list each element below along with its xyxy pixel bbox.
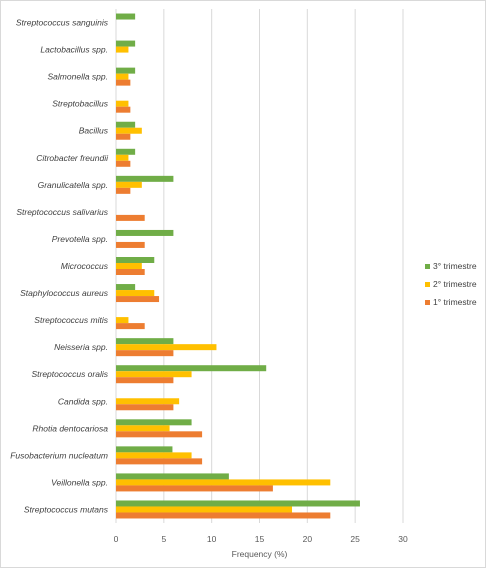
bars	[116, 13, 360, 519]
bar-1	[116, 365, 267, 372]
bar-2	[116, 73, 129, 80]
category-labels: Streptococcus sanguinis Lactobacillus spp…	[10, 18, 109, 515]
bar-3	[116, 187, 131, 194]
category-label: Streptococcus salivarius	[16, 207, 108, 217]
bar-1	[116, 229, 174, 236]
legend-label: 2° trimestre	[433, 279, 477, 289]
category-label: Streptococcus sanguinis	[16, 18, 109, 28]
bar-3	[116, 323, 145, 330]
bar-2	[116, 100, 129, 107]
bar-2	[116, 344, 217, 351]
bar-3	[116, 214, 145, 221]
bar-2	[116, 127, 142, 134]
bar-3	[116, 133, 131, 140]
bar-3	[116, 404, 174, 411]
bar-1	[116, 67, 136, 74]
x-axis-title: Frequency (%)	[232, 549, 288, 559]
bar-2	[116, 46, 129, 53]
bar-2	[116, 398, 180, 405]
category-label: Staphylococcus aureus	[20, 288, 109, 298]
bar-1	[116, 121, 136, 128]
x-tick-label: 25	[350, 534, 360, 544]
bar-2	[116, 479, 331, 486]
x-tick-label: 30	[398, 534, 408, 544]
bar-3	[116, 350, 174, 357]
bar-3	[116, 512, 331, 519]
bar-2	[116, 154, 129, 161]
gridlines	[115, 9, 404, 523]
category-label: Granulicatella spp.	[38, 180, 108, 190]
category-label: Fusobacterium nucleatum	[10, 450, 108, 460]
bar-1	[116, 500, 360, 507]
category-label: Micrococcus	[61, 261, 109, 271]
bar-1	[116, 446, 173, 453]
bar-1	[116, 13, 136, 20]
category-label: Lactobacillus spp.	[40, 45, 108, 55]
bar-3	[116, 106, 131, 113]
bar-1	[116, 473, 229, 480]
bar-3	[116, 458, 203, 465]
bar-3	[116, 296, 160, 303]
bar-2	[116, 452, 192, 459]
bar-1	[116, 257, 155, 263]
bar-2	[116, 290, 155, 297]
x-tick-label: 10	[207, 534, 217, 544]
bar-3	[116, 79, 131, 86]
bar-2	[116, 263, 142, 269]
category-label: Bacillus	[79, 126, 109, 136]
legend-label: 3° trimestre	[433, 261, 477, 271]
bar-3	[116, 377, 174, 384]
bar-2	[116, 317, 129, 324]
category-label: Citrobacter freundii	[36, 153, 109, 163]
bar-3	[116, 485, 273, 492]
legend-swatch	[425, 282, 430, 287]
bar-1	[116, 419, 192, 426]
bar-3	[116, 431, 203, 438]
x-tick-label: 0	[114, 534, 119, 544]
category-label: Candida spp.	[58, 396, 108, 406]
legend-swatch	[425, 300, 430, 305]
category-label: Streptobacillus	[52, 99, 109, 109]
bar-2	[116, 181, 142, 188]
bar-1	[116, 284, 136, 291]
bar-2	[116, 506, 293, 513]
category-label: Salmonella spp.	[48, 72, 108, 82]
bar-3	[116, 269, 145, 275]
category-label: Streptococcus oralis	[31, 369, 108, 379]
category-label: Neisseria spp.	[54, 342, 108, 352]
category-label: Streptococcus mutans	[24, 504, 109, 514]
bar-1	[116, 40, 136, 47]
bar-1	[116, 148, 136, 155]
category-label: Veillonella spp.	[51, 477, 108, 487]
x-tick-label: 15	[255, 534, 265, 544]
x-tick-labels: 0 5 10 15 20 25 30	[114, 534, 408, 544]
category-label: Streptococcus mitis	[34, 315, 108, 325]
bar-2	[116, 371, 192, 378]
category-label: Rhotia dentocariosa	[32, 423, 108, 433]
bar-3	[116, 160, 131, 167]
legend-swatch	[425, 264, 430, 269]
bar-1	[116, 175, 174, 182]
category-label: Prevotella spp.	[52, 234, 108, 244]
bar-1	[116, 338, 174, 345]
bar-3	[116, 241, 145, 248]
bar-2	[116, 425, 170, 432]
legend-label: 1° trimestre	[433, 297, 477, 307]
x-tick-label: 5	[161, 534, 166, 544]
legend: 3° trimestre 2° trimestre 1° trimestre	[425, 261, 477, 307]
x-tick-label: 20	[303, 534, 313, 544]
